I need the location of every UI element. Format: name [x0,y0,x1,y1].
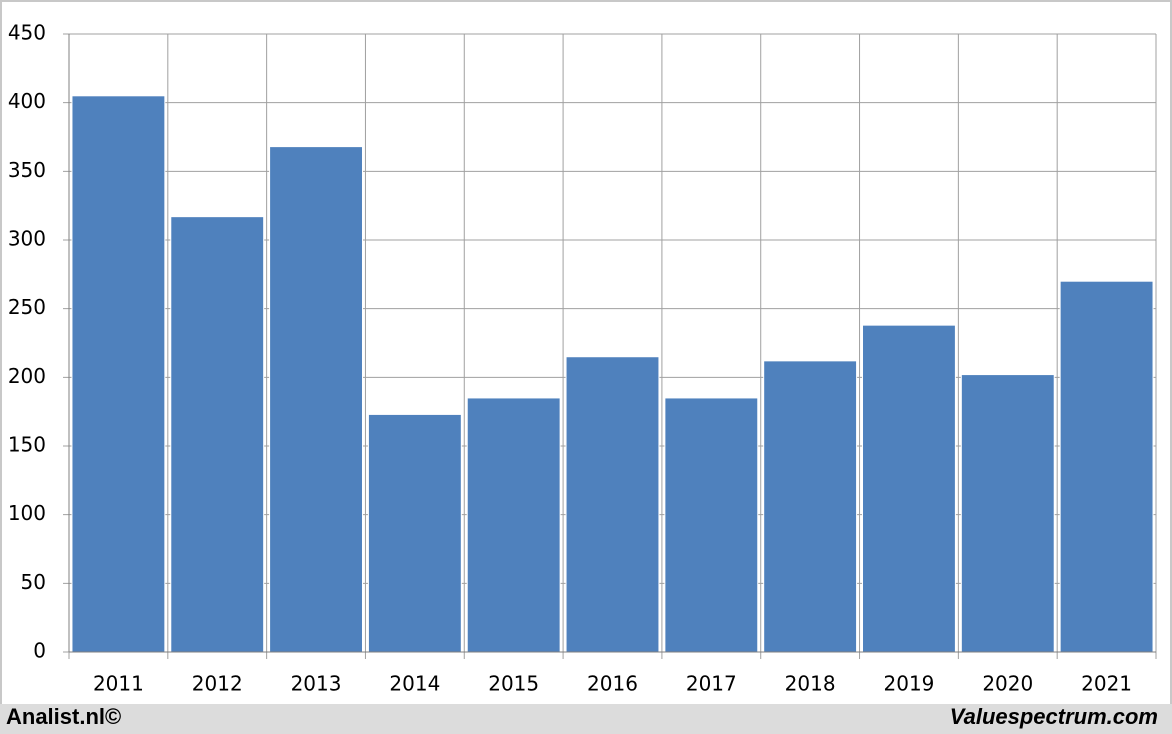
bar [71,95,166,653]
footer-bar [0,704,1172,734]
x-tick-label: 2021 [1081,672,1132,696]
footer-right: Valuespectrum.com [950,704,1158,729]
bar [664,397,759,653]
bar [862,324,956,653]
x-tick-label: 2016 [587,672,638,696]
bar [1059,280,1154,653]
y-tick-label: 50 [21,570,46,594]
x-tick-label: 2013 [291,672,342,696]
y-tick-label: 400 [8,89,46,113]
x-tick-label: 2012 [192,672,243,696]
bar [960,374,1055,653]
y-tick-label: 250 [8,295,46,319]
footer-left: Analist.nl© [6,704,121,729]
y-tick-label: 200 [8,364,46,388]
y-tick-label: 0 [33,639,46,663]
y-tick-label: 100 [8,501,46,525]
x-tick-label: 2018 [785,672,836,696]
bar [367,413,462,653]
bar [170,216,265,653]
bar [466,397,561,653]
x-tick-label: 2011 [93,672,144,696]
y-tick-label: 350 [8,158,46,182]
x-tick-label: 2017 [686,672,737,696]
bar [565,356,660,653]
bar [269,146,363,653]
x-tick-label: 2020 [982,672,1033,696]
y-tick-label: 450 [8,21,46,45]
y-tick-label: 300 [8,227,46,251]
x-tick-label: 2019 [884,672,935,696]
x-tick-label: 2014 [389,672,440,696]
bar [763,360,858,653]
y-tick-label: 150 [8,433,46,457]
x-tick-label: 2015 [488,672,539,696]
